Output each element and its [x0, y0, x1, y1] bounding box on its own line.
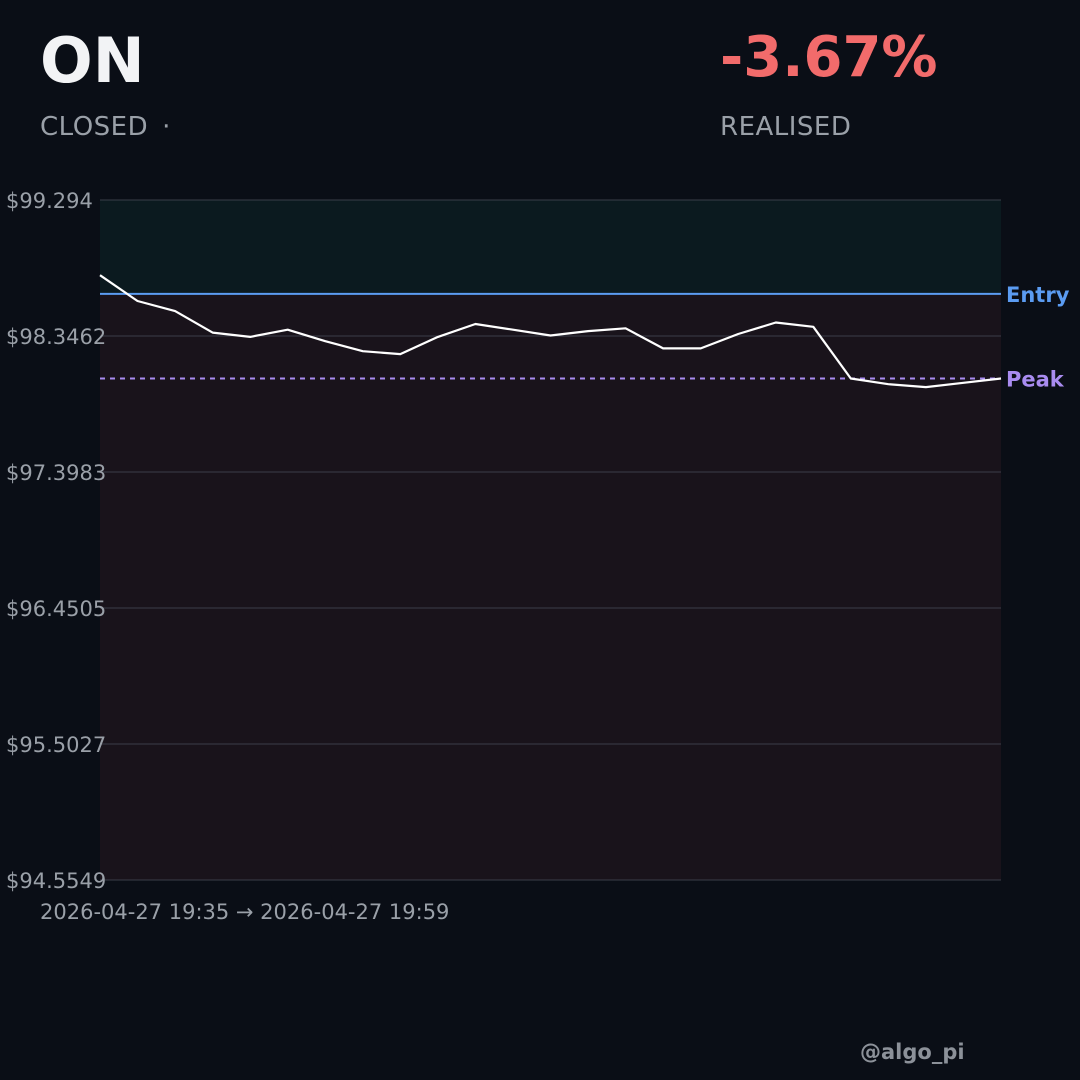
plot-area-above-entry [100, 200, 1001, 294]
peak-label: Peak [1006, 367, 1065, 391]
y-tick-label: $98.3462 [6, 325, 106, 349]
price-line [99, 274, 1002, 389]
y-tick-label: $94.5549 [6, 869, 106, 893]
ticker-symbol: ON [40, 24, 145, 97]
time-range: 2026-04-27 19:35 → 2026-04-27 19:59 [40, 900, 450, 924]
realised-pnl: -3.67% [720, 25, 938, 90]
author-handle: @algo_pi [860, 1040, 965, 1064]
pnl-label: REALISED [720, 112, 852, 142]
plot-area-below-entry [100, 293, 1001, 881]
y-tick-label: $96.4505 [6, 597, 106, 621]
status-text: CLOSED [40, 112, 149, 142]
entry-label: Entry [1006, 283, 1070, 307]
y-tick-label: $95.5027 [6, 733, 106, 757]
y-tick-label: $99.294 [6, 189, 93, 213]
y-tick-label: $97.3983 [6, 461, 106, 485]
status-separator: · [162, 112, 171, 142]
trade-status: CLOSED · [40, 112, 171, 142]
